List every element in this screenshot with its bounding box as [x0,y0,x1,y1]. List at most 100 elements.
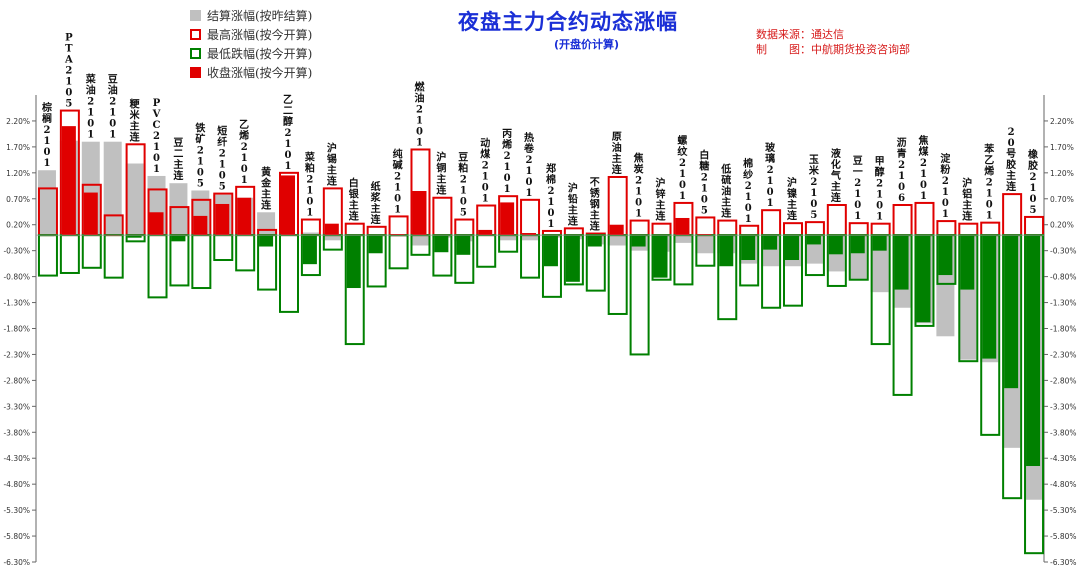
bar-low [103,234,124,279]
bar-close [324,223,339,236]
bar-low [235,234,256,272]
category-label: 低硫油主连 [720,163,732,220]
chart-legend: 结算涨幅(按昨结算) 最高涨幅(按今开算) 最低跌幅(按今开算) 收盘涨幅(按今… [190,6,312,82]
bar-close [302,235,317,265]
legend-label-settle: 结算涨幅(按昨结算) [207,9,313,23]
bar-close [368,235,383,254]
legend-label-close: 收盘涨幅(按今开算) [207,66,313,80]
category-label: 玉米 2 1 0 5 [809,154,820,221]
y-tick-label-left: 1.70% [6,143,30,152]
bar-settle [410,235,429,246]
bar-high [388,215,409,237]
legend-swatch-high [190,29,201,40]
y-tick-label-left: -3.30% [3,402,30,411]
bar-settle [498,235,517,241]
bar-settle [125,163,144,236]
category-label: 丙烯 2 1 0 1 [502,128,512,195]
bar-low [37,234,58,277]
bar-close [565,235,580,282]
category-label: 淀粉 2 1 0 1 [940,152,951,220]
bar-close [828,235,843,255]
bar-close [982,235,997,359]
category-label: 黄金主连 [260,165,272,211]
y-tick-label-left: -6.30% [3,558,30,567]
chart-title: 夜盘主力合约动态涨幅 [458,9,678,34]
bar-high [761,209,782,237]
y-tick-label-right: -3.80% [1050,428,1077,437]
category-label: 燃油 2 1 0 1 [414,80,425,148]
category-label: 豆粕 2 1 0 5 [458,152,468,219]
y-tick-label-right: -5.30% [1050,506,1077,515]
category-label: 橡胶 2 1 0 5 [1028,148,1038,216]
bar-close [259,235,274,247]
bar-close [719,235,734,267]
bar-close [1026,235,1041,467]
y-tick-label-right: -4.80% [1050,480,1077,489]
y-tick-label-left: -3.80% [3,428,30,437]
y-tick-label-right: -1.80% [1050,325,1077,334]
bar-high [848,222,869,237]
bar-close [346,235,361,289]
bar-high [432,196,453,237]
legend-item-settle: 结算涨幅(按昨结算) [190,6,312,25]
category-label: 白糖 2 1 0 5 [699,148,709,216]
category-label: 白银主连 [349,177,360,223]
category-label: 甲醇 2 1 0 1 [875,156,885,223]
y-tick-label-right: 1.20% [1050,169,1074,178]
y-tick-label-left: -1.30% [3,299,30,308]
category-label: 热卷 2 1 0 1 [523,131,535,199]
chart-maker: 制 图：中航期货投资咨询部 [756,43,910,56]
bar-close [543,235,558,267]
bar-close [281,175,295,236]
bar-close [609,224,624,236]
bar-high [651,222,672,237]
bar-settle [103,141,122,236]
bar-close [83,192,98,236]
legend-item-high: 最高涨幅(按今开算) [190,25,312,44]
legend-swatch-settle [190,10,201,21]
y-tick-label-left: -0.30% [3,247,30,256]
bar-close [872,235,887,251]
category-label: 动煤 2 1 0 1 [480,137,490,205]
bar-close [434,235,449,253]
y-tick-label-right: -2.80% [1050,376,1077,385]
bar-high [826,204,847,237]
bar-high [563,227,584,237]
bar-high [454,218,475,237]
bar-settle [673,235,692,243]
bar-close [763,235,778,250]
bar-close [916,235,931,323]
bar-high [1002,193,1023,237]
bar-close [806,235,821,245]
category-label: 焦炭 2 1 0 1 [633,152,644,220]
bar-close [1004,235,1019,389]
bar-high [783,222,803,237]
bar-low [81,234,102,269]
legend-swatch-close [190,67,201,78]
category-label: 苯乙烯 2 1 0 1 [983,143,995,222]
bar-low [607,234,628,315]
y-tick-label-left: -5.30% [3,506,30,515]
bar-settle [37,170,56,236]
y-tick-label-left: -0.80% [3,273,30,282]
legend-swatch-low [190,48,201,59]
bar-close [697,234,712,236]
bar-low [279,234,299,313]
y-tick-label-right: 2.20% [1050,117,1074,126]
legend-item-low: 最低跌幅(按今开算) [190,44,312,63]
bar-high [980,221,1001,237]
bar-low [629,234,650,356]
bar-high [936,220,957,237]
bar-high [344,222,365,237]
bar-close [390,234,405,236]
y-tick-label-right: 0.20% [1050,221,1074,230]
bar-close [631,235,646,247]
category-label: 菜粕 2 1 0 1 [304,151,316,219]
bar-close [412,190,427,236]
legend-item-close: 收盘涨幅(按今开算) [190,63,312,82]
bar-high [958,222,979,237]
y-tick-label-left: 2.20% [6,117,30,126]
bar-close [193,215,208,236]
